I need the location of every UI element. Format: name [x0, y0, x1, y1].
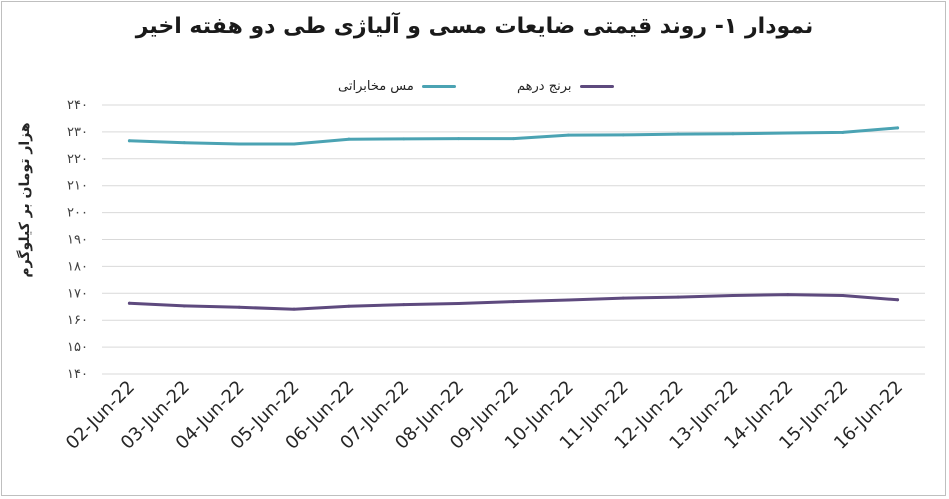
data-point-series-1 [182, 304, 186, 308]
data-point-series-0 [292, 142, 296, 146]
data-point-series-0 [182, 141, 186, 145]
data-point-series-0 [237, 142, 241, 146]
data-point-series-1 [896, 298, 900, 302]
y-tick-label: ۱۸۰ [67, 259, 88, 274]
y-tick-label: ۲۰۰ [67, 206, 88, 221]
chart-title: نمودار ۱- روند قیمتی ضایعات مسی و آلیاژی… [135, 14, 814, 39]
data-point-series-1 [347, 304, 351, 308]
y-tick-label: ۱۹۰ [67, 233, 88, 248]
data-point-series-0 [566, 133, 570, 137]
data-point-series-0 [457, 137, 461, 141]
data-point-series-0 [402, 137, 406, 141]
y-tick-label: ۱۵۰ [67, 340, 88, 355]
data-point-series-0 [786, 131, 790, 135]
data-point-series-1 [621, 296, 625, 300]
data-point-series-0 [676, 132, 680, 136]
y-tick-label: ۲۲۰ [67, 152, 88, 167]
data-point-series-1 [457, 302, 461, 306]
legend-swatch-series-1 [579, 84, 614, 88]
data-point-series-1 [676, 295, 680, 299]
y-tick-label: ۲۱۰ [67, 179, 88, 194]
data-point-series-0 [841, 130, 845, 134]
data-point-series-1 [566, 298, 570, 302]
data-point-series-1 [292, 307, 296, 311]
series-line-0 [127, 126, 900, 146]
legend-swatch-series-0 [421, 84, 456, 88]
data-point-series-1 [512, 300, 515, 304]
y-tick-label: ۲۴۰ [67, 98, 88, 113]
y-tick-label: ۱۶۰ [67, 313, 88, 328]
data-point-series-0 [127, 139, 131, 143]
data-point-series-1 [731, 293, 735, 297]
data-point-series-1 [402, 303, 406, 307]
y-tick-label: ۱۷۰ [67, 286, 88, 301]
legend-label-series-0: مس مخابراتی [338, 78, 414, 94]
data-point-series-1 [127, 301, 131, 305]
data-point-series-0 [347, 137, 351, 141]
data-point-series-0 [896, 126, 900, 130]
legend-item-series-1: برنج درهم [517, 76, 614, 96]
legend-item-series-0: مس مخابراتی [338, 76, 456, 96]
data-point-series-0 [731, 132, 735, 136]
data-point-series-0 [512, 137, 515, 141]
y-tick-label: ۱۴۰ [67, 367, 88, 382]
legend-label-series-1: برنج درهم [517, 78, 572, 94]
data-point-series-1 [841, 293, 845, 297]
data-point-series-1 [237, 305, 241, 309]
data-point-series-1 [786, 293, 790, 297]
data-point-series-0 [621, 133, 625, 137]
y-tick-label: ۲۳۰ [67, 125, 88, 140]
